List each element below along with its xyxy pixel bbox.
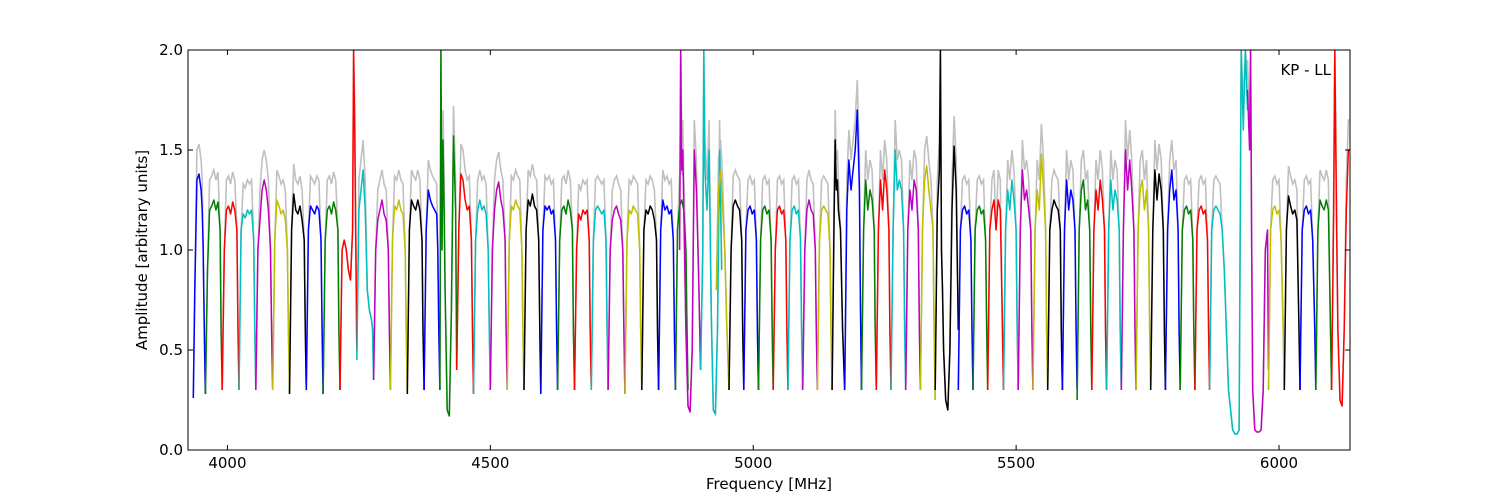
x-tick-label: 5000 [734, 454, 772, 472]
series-line-3 [238, 209, 257, 391]
series-line-56 [1076, 179, 1093, 401]
series-line-40 [831, 139, 846, 391]
series-line-18 [489, 181, 508, 391]
series-line-64 [1194, 205, 1211, 391]
series-line-17 [472, 199, 492, 395]
y-axis: 0.0 0.5 1.0 1.5 2.0 [159, 41, 1350, 459]
series-line-42 [860, 179, 878, 391]
series-line-22 [556, 199, 576, 391]
series-line-37 [787, 205, 804, 391]
panel-annotation: KP - LL [1280, 61, 1331, 79]
series-line-41 [843, 109, 863, 391]
series-line-10 [356, 169, 375, 381]
series-line-59 [1120, 149, 1137, 391]
series-line-39 [816, 205, 833, 391]
series-line-26 [624, 205, 643, 395]
series-line-2 [221, 201, 240, 391]
series-line-31 [699, 50, 723, 415]
series-line-68 [1283, 195, 1301, 391]
series-line-53 [1032, 153, 1049, 391]
series-line-21 [540, 205, 559, 395]
series-line-49 [972, 205, 989, 391]
series-line-30 [678, 50, 702, 413]
series-line-16 [455, 173, 475, 395]
y-axis-label: Amplitude [arbitrary units] [133, 150, 151, 350]
series-line-27 [641, 205, 660, 391]
x-axis-label: Frequency [MHz] [706, 475, 832, 493]
series-line-66 [1246, 50, 1270, 433]
series-line-1 [204, 199, 223, 395]
series-line-57 [1091, 179, 1108, 391]
series-line-62 [1164, 169, 1181, 391]
x-tick-label: 5500 [997, 454, 1035, 472]
series-line-50 [986, 199, 1005, 391]
series-line-19 [506, 199, 525, 391]
series-line-70 [1315, 199, 1333, 391]
series-line-28 [657, 199, 677, 391]
series-line-12 [389, 199, 409, 395]
series-line-6 [288, 193, 308, 395]
y-tick-label: 0.5 [159, 341, 183, 359]
series-line-69 [1299, 205, 1317, 391]
series-line-36 [772, 205, 789, 391]
series-line-32 [715, 169, 730, 391]
series-line-14 [423, 189, 441, 391]
series-line-5 [271, 199, 291, 395]
series-line-7 [305, 205, 324, 395]
series-line-34 [743, 205, 760, 391]
series-line-60 [1135, 179, 1152, 391]
series-line-52 [1017, 169, 1034, 391]
series-line-20 [523, 193, 542, 395]
series-line-55 [1061, 179, 1078, 391]
series-line-46 [919, 165, 936, 401]
x-axis: 4000 4500 5000 5500 6000 [208, 50, 1298, 472]
x-tick-label: 4000 [208, 454, 246, 472]
series-line-9 [339, 50, 358, 391]
series-line-35 [757, 205, 774, 391]
series-line-8 [322, 201, 341, 395]
series-line-15 [439, 50, 458, 417]
y-tick-label: 2.0 [159, 41, 183, 59]
series-line-23 [573, 209, 593, 391]
series-line-54 [1046, 199, 1064, 391]
series-line-51 [1002, 179, 1019, 391]
series-line-71 [1330, 50, 1350, 407]
series-line-67 [1267, 205, 1286, 391]
series-line-47 [934, 50, 960, 411]
series-line-58 [1105, 179, 1123, 391]
y-tick-label: 1.0 [159, 241, 183, 259]
series-line-4 [255, 179, 274, 391]
x-tick-label: 4500 [471, 454, 509, 472]
series-line-45 [904, 179, 922, 391]
series-line-48 [957, 205, 974, 391]
series-layer [192, 50, 1350, 435]
series-line-63 [1179, 205, 1196, 391]
series-line-44 [890, 149, 907, 391]
series-line-38 [801, 199, 819, 391]
series-line-25 [607, 205, 626, 395]
y-tick-label: 0.0 [159, 441, 183, 459]
series-line-61 [1149, 169, 1167, 391]
series-line-24 [590, 205, 609, 391]
x-tick-label: 6000 [1260, 454, 1298, 472]
series-line-65 [1208, 50, 1249, 435]
series-line-43 [875, 169, 892, 391]
series-line-33 [728, 199, 745, 391]
series-line-29 [674, 199, 689, 391]
series-line-11 [372, 199, 392, 391]
series-line-0 [192, 173, 207, 399]
y-tick-label: 1.5 [159, 141, 183, 159]
series-line-13 [406, 199, 425, 395]
